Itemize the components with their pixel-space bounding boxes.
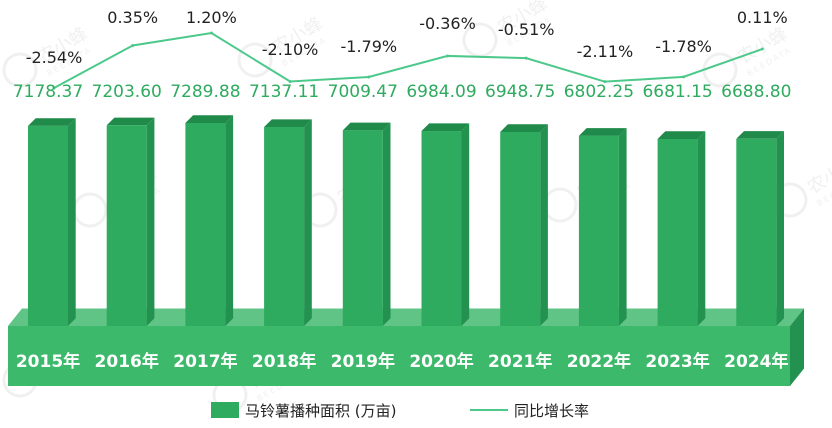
watermark-bee-icon	[72, 192, 108, 228]
growth-rate-point	[524, 56, 528, 60]
bar-value-label: 7178.37	[13, 82, 83, 102]
rate-value-label: 0.11%	[737, 8, 788, 27]
rate-value-label: -2.54%	[26, 48, 83, 67]
bar-side	[146, 117, 155, 326]
bar	[264, 127, 305, 326]
bar-side	[540, 124, 548, 326]
bar	[342, 130, 383, 326]
growth-rate-point	[367, 75, 371, 79]
x-tick-label: 2018年	[252, 351, 316, 372]
growth-line	[52, 31, 764, 90]
bar-top	[736, 131, 784, 139]
bar	[28, 125, 68, 326]
bar-side	[68, 118, 76, 326]
growth-rate-point	[52, 86, 56, 90]
legend-label-bar: 马铃薯播种面积 (万亩)	[245, 402, 396, 420]
bar-side	[618, 128, 627, 326]
bar-value-label: 6984.09	[406, 82, 476, 102]
bars	[28, 115, 784, 326]
bar-top	[28, 118, 76, 126]
bar	[185, 123, 226, 326]
bar-value-label: 6681.15	[642, 82, 712, 102]
bar-value-label: 7203.60	[92, 82, 162, 102]
growth-rate-point	[209, 31, 213, 35]
bar-value-label: 6802.25	[564, 82, 634, 102]
rate-value-label: -2.10%	[262, 40, 319, 59]
growth-rate-point	[603, 80, 607, 84]
bar-side	[461, 123, 470, 326]
bar-value-label: 7009.47	[328, 82, 398, 102]
bar-side	[382, 122, 391, 326]
rate-value-label: -0.36%	[419, 14, 476, 33]
bar-top	[578, 128, 627, 136]
x-tick-label: 2022年	[567, 351, 631, 372]
x-tick-label: 2015年	[16, 351, 80, 372]
bar	[578, 135, 619, 326]
x-tick-label: 2019年	[331, 351, 395, 372]
legend-label-line: 同比增长率	[514, 402, 589, 420]
growth-rate-point	[760, 47, 764, 51]
rate-value-label: 0.35%	[107, 8, 158, 27]
bar-top	[657, 131, 706, 139]
legend-swatch-bar	[211, 402, 239, 418]
growth-rate-point	[446, 54, 449, 58]
bar	[736, 138, 777, 326]
base-side-face	[790, 308, 804, 386]
x-tick-label: 2024年	[724, 351, 788, 372]
legend: 马铃薯播种面积 (万亩) 同比增长率	[211, 402, 589, 420]
bar-top	[106, 117, 155, 126]
rate-value-label: -1.79%	[340, 37, 397, 56]
growth-rate-point	[131, 44, 135, 47]
growth-rate-line	[53, 31, 763, 89]
watermark-bee-icon	[2, 52, 38, 88]
x-axis: 2015年 2016年 2017年 2018年 2019年 2020年 2021年 2022年…	[16, 351, 789, 372]
data-labels: 7178.37 7203.60 7289.88 7137.11 7009.47 6984.…	[13, 8, 792, 102]
bar-top	[500, 124, 548, 132]
bar-value-label: 6948.75	[485, 82, 555, 102]
bar-value-label: 6688.80	[721, 82, 791, 102]
bar-side	[225, 115, 234, 326]
bar-top	[185, 115, 234, 123]
bar-value-label: 7137.11	[249, 82, 319, 102]
bar	[657, 139, 698, 326]
bar	[106, 125, 147, 326]
bar-side	[776, 131, 784, 326]
x-tick-label: 2017年	[173, 351, 237, 372]
bar-value-label: 7289.88	[170, 82, 240, 102]
bar-side	[304, 119, 312, 326]
rate-value-label: -1.78%	[655, 37, 712, 56]
bar	[500, 131, 541, 326]
bar-top	[342, 122, 391, 131]
x-tick-label: 2021年	[488, 351, 552, 372]
bar-side	[697, 131, 706, 326]
growth-rate-point	[288, 80, 292, 84]
x-tick-label: 2020年	[409, 351, 473, 372]
bar-top	[421, 123, 470, 132]
growth-rate-point	[682, 75, 686, 79]
bar	[421, 131, 462, 326]
bar-top	[264, 119, 312, 128]
watermark-bee-icon	[702, 52, 738, 88]
rate-value-label: -2.11%	[577, 42, 634, 61]
watermark-bee-icon	[462, 22, 498, 58]
x-tick-label: 2016年	[95, 351, 159, 372]
x-tick-label: 2023年	[645, 351, 709, 372]
rate-value-label: 1.20%	[186, 8, 237, 27]
watermark-bee-icon	[237, 42, 273, 78]
watermark-text: 农小蜂	[804, 153, 832, 198]
rate-value-label: -0.51%	[498, 20, 555, 39]
base-front-face	[8, 326, 790, 386]
